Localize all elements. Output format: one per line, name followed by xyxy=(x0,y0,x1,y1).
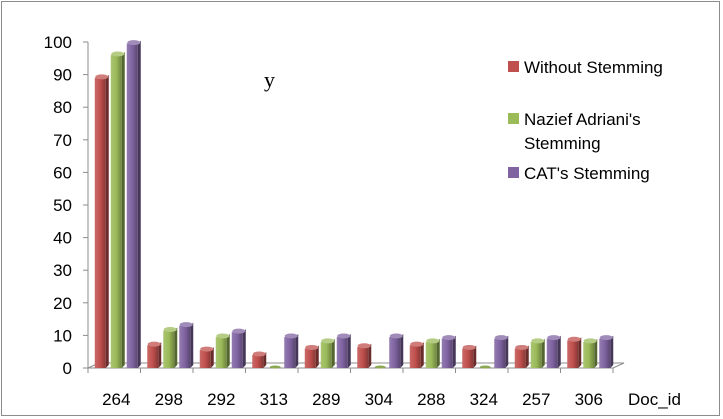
bar xyxy=(252,351,267,368)
x-tick-label: 313 xyxy=(260,390,288,409)
bar xyxy=(599,335,614,368)
y-tick-label: 10 xyxy=(53,326,72,345)
bar xyxy=(147,341,162,368)
x-tick-label: 304 xyxy=(365,390,393,409)
y-tick-label: 50 xyxy=(53,196,72,215)
x-tick-label: 289 xyxy=(312,390,340,409)
bar xyxy=(409,341,424,368)
bar xyxy=(389,333,404,368)
legend: Without Stemming Nazief Adriani's Stemmi… xyxy=(508,56,718,192)
bar xyxy=(546,335,561,368)
legend-label: CAT's Stemming xyxy=(524,164,650,183)
y-tick-label: 30 xyxy=(53,261,72,280)
bar xyxy=(336,333,351,368)
y-tick-label: 70 xyxy=(53,131,72,150)
bar xyxy=(374,365,386,369)
bar xyxy=(231,328,246,368)
x-axis-label: Doc_id xyxy=(628,390,681,409)
legend-label: Without Stemming xyxy=(524,58,663,77)
bar xyxy=(304,344,319,368)
bar xyxy=(462,344,477,368)
y-tick-label: 80 xyxy=(53,98,72,117)
bar xyxy=(441,335,456,368)
legend-item-nazief-adriani: Nazief Adriani's Stemming xyxy=(508,108,718,156)
bar xyxy=(269,365,281,369)
y-tick-label: 40 xyxy=(53,229,72,248)
x-tick-label: 264 xyxy=(102,390,130,409)
y-tick-label: 20 xyxy=(53,294,72,313)
bar xyxy=(514,344,529,368)
bar xyxy=(494,335,509,368)
y-tick-label: 0 xyxy=(63,359,72,378)
bar xyxy=(479,365,491,369)
legend-item-cat: CAT's Stemming xyxy=(508,162,718,186)
y-tick-label: 90 xyxy=(53,66,72,85)
bar xyxy=(126,40,141,368)
bar xyxy=(530,338,545,368)
bar xyxy=(199,346,214,368)
y-tick-label: 60 xyxy=(53,163,72,182)
x-tick-label: 292 xyxy=(207,390,235,409)
x-tick-label: 324 xyxy=(470,390,498,409)
x-tick-label: 288 xyxy=(417,390,445,409)
bar xyxy=(567,336,582,368)
bar xyxy=(284,333,299,368)
bar xyxy=(215,333,230,368)
legend-label: Nazief Adriani's Stemming xyxy=(524,110,641,153)
bar xyxy=(110,51,125,368)
x-tick-label: 298 xyxy=(155,390,183,409)
legend-item-without-stemming: Without Stemming xyxy=(508,56,718,80)
x-tick-label: 257 xyxy=(522,390,550,409)
bar xyxy=(320,338,335,368)
bar xyxy=(179,322,194,368)
bar xyxy=(583,338,598,368)
legend-swatch-purple xyxy=(508,167,519,178)
bar xyxy=(94,74,109,369)
bar xyxy=(425,338,440,368)
chart-annotation: y xyxy=(264,67,275,92)
y-tick-label: 100 xyxy=(44,33,72,52)
x-tick-label: 306 xyxy=(575,390,603,409)
bar xyxy=(357,343,372,368)
legend-swatch-green xyxy=(508,113,519,124)
legend-swatch-red xyxy=(508,61,519,72)
bar xyxy=(163,327,178,368)
